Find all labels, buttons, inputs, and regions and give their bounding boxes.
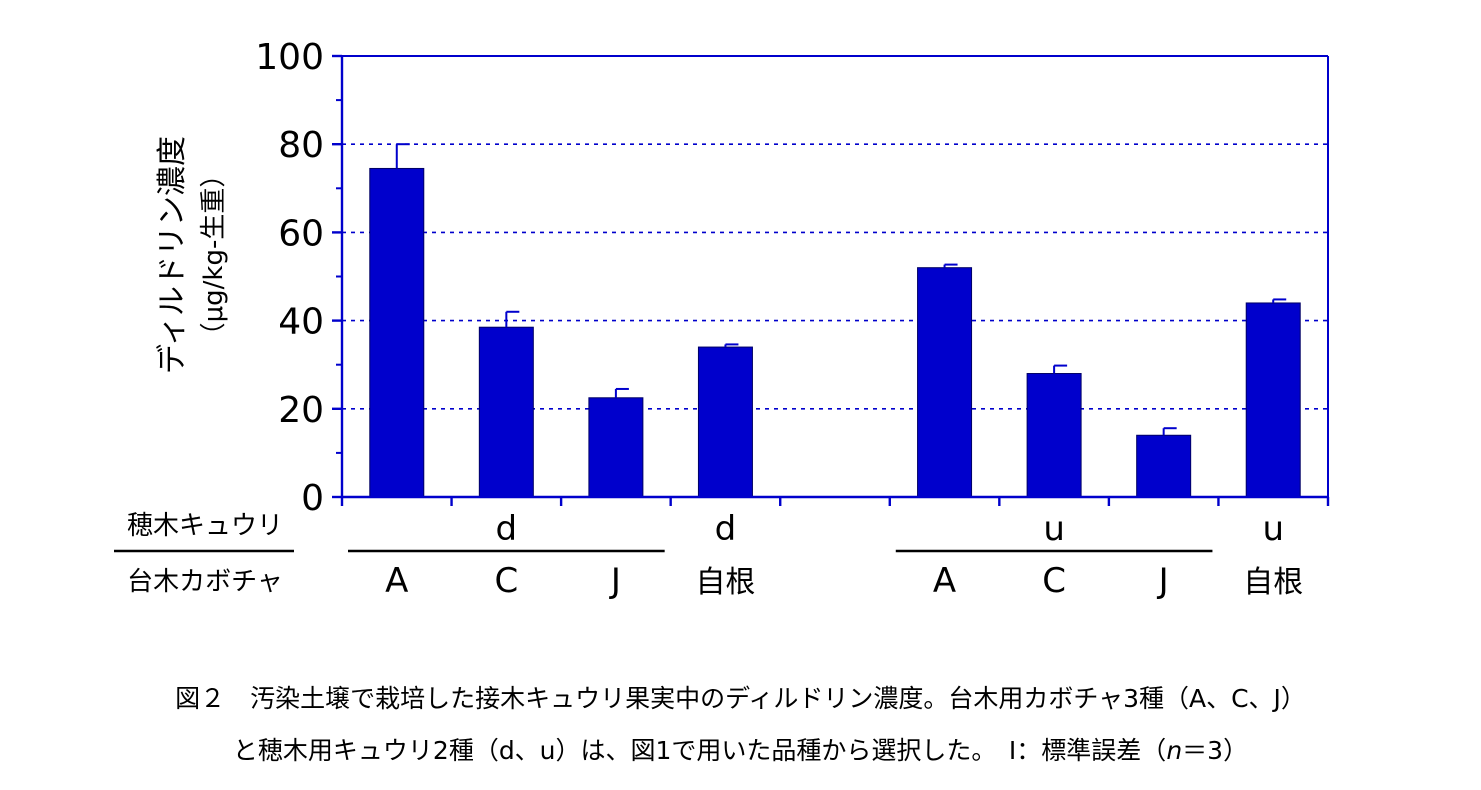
x-axis-labels: A C Jd 自根 d A C Ju 自根 u	[348, 509, 1303, 601]
figure-caption-line-2: と穂木用キュウリ2種（d、u）は、図1で用いた品種から選択した。 I：標準誤差（…	[0, 734, 1481, 768]
rootstock-label: A	[933, 561, 956, 601]
bar	[917, 267, 973, 498]
y-tick-label: 40	[278, 302, 324, 343]
rootstock-label: C	[1042, 561, 1066, 601]
rootstock-row-label: 台木カボチャ	[127, 567, 283, 597]
rootstock-label: 自根	[1243, 565, 1303, 600]
caption-line-2-text: と穂木用キュウリ2種（d、u）は、図1で用いた品種から選択した。 I：標準誤差（	[232, 736, 1167, 765]
y-tick-label: 20	[278, 390, 324, 431]
bar	[1136, 434, 1192, 498]
figure-caption-line-1: 図２ 汚染土壌で栽培した接木キュウリ果実中のディルドリン濃度。台木用カボチャ3種…	[175, 684, 1306, 713]
y-axis-unit: （μg/kg-生重）	[199, 162, 229, 349]
rootstock-label: J	[1157, 561, 1169, 601]
scion-label: d	[715, 509, 737, 549]
rootstock-label: A	[385, 561, 408, 601]
y-tick-label: 60	[278, 213, 324, 254]
bars	[369, 143, 1301, 498]
bar	[478, 326, 534, 498]
bar	[369, 167, 425, 498]
scion-label: u	[1043, 509, 1065, 549]
bar	[1245, 302, 1301, 498]
y-tick-label: 0	[301, 478, 324, 519]
caption-n-symbol: n	[1166, 736, 1183, 765]
scion-label: u	[1262, 509, 1284, 549]
caption-line-2-end: ＝3）	[1182, 736, 1249, 765]
y-tick-label: 80	[278, 125, 324, 166]
bar	[697, 346, 753, 498]
y-axis-ticks: 0 20 40 60 80 100	[255, 37, 342, 519]
bar	[1026, 373, 1082, 498]
scion-row-label: 穂木キュウリ	[127, 511, 283, 541]
bar-chart: 0 20 40 60 80 100 A C Jd 自根 d A C Ju 自根 u ディルドリン濃度 （μg…	[114, 37, 1330, 601]
y-axis-label: ディルドリン濃度	[155, 136, 190, 374]
rootstock-label: J	[609, 561, 621, 601]
bar	[588, 397, 644, 498]
rootstock-label: C	[494, 561, 518, 601]
y-tick-label: 100	[255, 37, 324, 78]
scion-label: d	[496, 509, 518, 549]
rootstock-label: 自根	[695, 565, 755, 600]
